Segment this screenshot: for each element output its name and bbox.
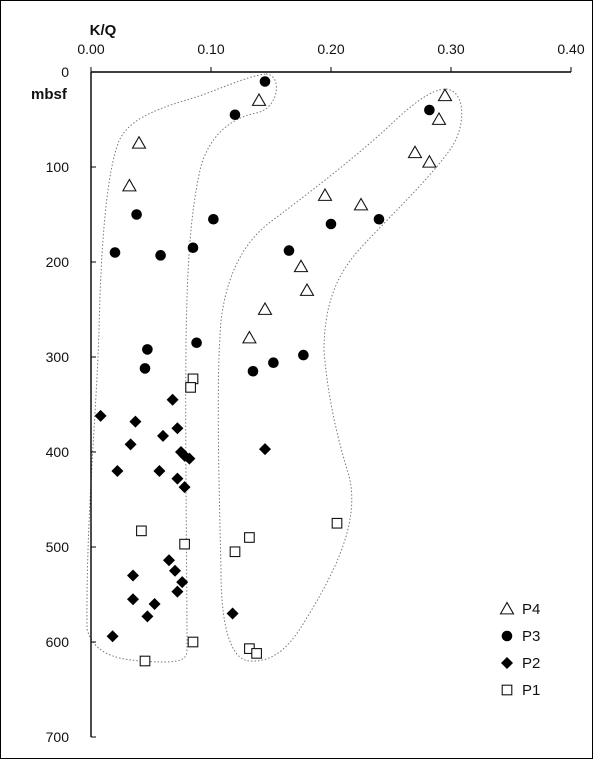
data-point-p2	[183, 452, 196, 465]
y-tick-label: 100	[46, 159, 70, 175]
data-point-p3	[142, 344, 153, 355]
data-point-p4	[241, 330, 257, 344]
data-point-p4	[121, 178, 137, 192]
data-point-p4	[421, 154, 437, 168]
data-point-p3	[229, 109, 241, 121]
data-point-p2	[127, 569, 139, 582]
legend-label-p1: P1	[522, 682, 540, 699]
right-envelope-outline	[217, 88, 463, 662]
data-point-p3	[325, 218, 337, 230]
data-point-p2	[166, 393, 179, 406]
data-point-p2	[124, 438, 137, 451]
data-point-p1	[179, 538, 190, 550]
legend-item-p4: P4	[499, 601, 540, 618]
data-point-p4	[251, 92, 267, 106]
data-point-p3	[187, 242, 199, 254]
data-point-p3	[155, 250, 166, 261]
legend-item-p2: P2	[501, 655, 540, 672]
data-point-p2	[106, 630, 119, 643]
data-point-p2	[141, 610, 154, 623]
data-point-p1	[251, 648, 262, 659]
legend: P4 P3 P2 P1	[499, 601, 540, 699]
data-point-p3	[424, 104, 435, 116]
data-point-p1	[185, 382, 196, 393]
data-point-p4	[353, 197, 369, 211]
data-point-p2	[148, 598, 161, 610]
data-point-p1	[331, 517, 343, 529]
legend-label-p2: P2	[522, 655, 540, 672]
data-point-p1	[187, 636, 199, 648]
legend-label-p3: P3	[522, 628, 540, 645]
data-point-p3	[131, 209, 142, 220]
data-point-p2	[176, 576, 189, 589]
series-p2	[94, 393, 271, 643]
data-point-p4	[317, 187, 333, 201]
y-axis-title: mbsf	[31, 86, 68, 103]
series-p3	[109, 76, 435, 377]
data-point-p1	[136, 525, 147, 537]
data-point-p4	[431, 111, 447, 125]
data-point-p3	[139, 363, 151, 374]
data-point-p4	[407, 145, 423, 159]
y-tick-label: 200	[46, 254, 70, 270]
legend-item-p3: P3	[501, 628, 540, 645]
y-tick-label: 400	[46, 444, 70, 460]
data-point-p4	[257, 301, 273, 315]
data-point-p3	[259, 76, 271, 87]
x-tick-label: 0.00	[77, 41, 104, 57]
legend-marker-p4	[499, 601, 515, 615]
data-point-p2	[171, 472, 184, 485]
data-point-p2	[171, 422, 184, 435]
y-tick-label: 0	[61, 64, 69, 80]
y-tick-label: 700	[46, 729, 70, 745]
y-tick-label: 300	[46, 349, 70, 365]
data-point-p2	[259, 443, 271, 456]
legend-marker-p2	[501, 657, 513, 669]
x-axis-title: K/Q	[90, 22, 117, 39]
data-point-p1	[139, 655, 151, 667]
data-point-p1	[229, 546, 241, 558]
data-point-p4	[293, 259, 309, 273]
data-point-p2	[127, 593, 139, 606]
data-point-p2	[157, 429, 169, 442]
left-envelope-outline	[86, 73, 277, 663]
data-point-p3	[268, 357, 279, 369]
data-point-p2	[171, 585, 184, 598]
y-tick-label: 600	[46, 634, 70, 650]
data-point-p4	[299, 282, 315, 296]
series-p4	[121, 88, 453, 344]
data-point-p2	[169, 564, 181, 577]
series-p1	[136, 373, 343, 667]
y-tick-label: 500	[46, 539, 70, 555]
data-point-p3	[208, 213, 219, 225]
data-point-p2	[94, 409, 107, 422]
data-point-p2	[153, 465, 166, 477]
data-point-p3	[247, 365, 259, 377]
data-point-p4	[131, 135, 147, 149]
x-tick-label: 0.30	[437, 41, 464, 57]
x-tick-label: 0.10	[197, 41, 224, 57]
data-point-p3	[283, 245, 295, 256]
x-tick-label: 0.40	[557, 41, 584, 57]
data-point-p1	[244, 532, 255, 543]
data-point-p4	[437, 88, 453, 102]
x-tick-label: 0.20	[317, 41, 344, 57]
legend-item-p1: P1	[501, 682, 540, 699]
data-point-p3	[191, 337, 202, 349]
data-point-p2	[111, 465, 124, 477]
data-point-p3	[298, 349, 309, 361]
data-point-p3	[109, 247, 121, 258]
legend-label-p4: P4	[522, 601, 540, 618]
data-point-p2	[129, 415, 142, 428]
data-point-p2	[226, 607, 239, 620]
legend-marker-p3	[501, 630, 513, 642]
data-point-p3	[373, 213, 385, 225]
data-point-p2	[178, 481, 191, 494]
data-point-p2	[163, 554, 175, 567]
legend-marker-p1	[501, 684, 513, 696]
